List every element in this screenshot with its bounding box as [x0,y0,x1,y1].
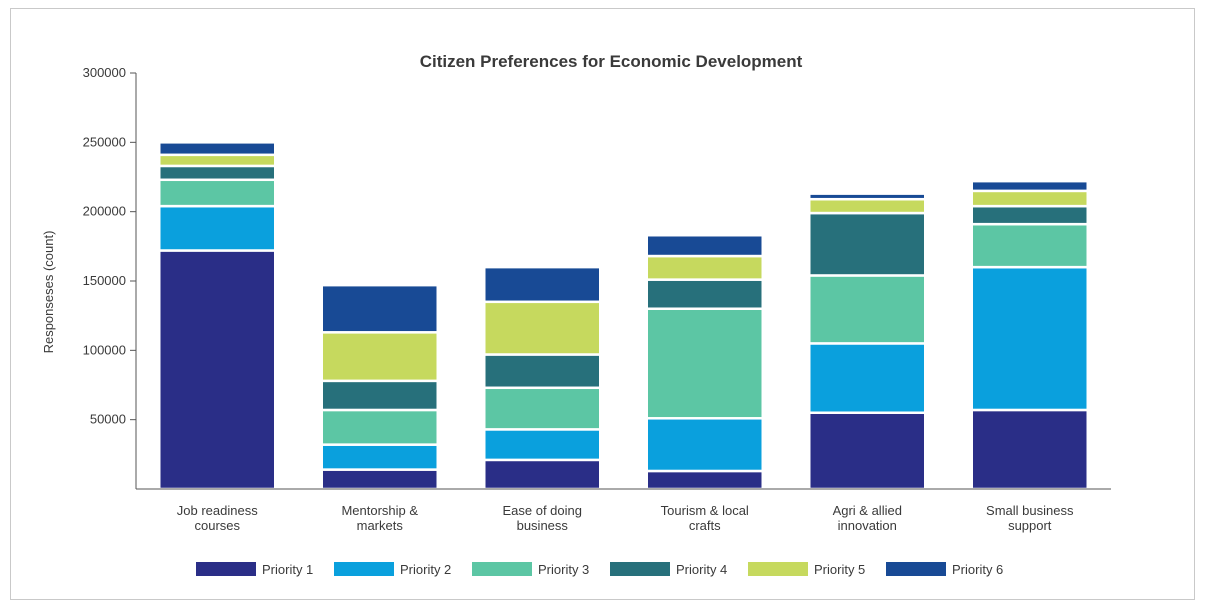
bar-segment [809,194,925,200]
chart-frame: Citizen Preferences for Economic Develop… [10,8,1195,600]
bar-segment [322,285,438,332]
bar-segment [322,381,438,410]
bar-segment [159,166,275,180]
legend-swatch [196,562,256,576]
bar-segment [484,388,600,430]
bar-segment [484,354,600,387]
bar-segment [647,256,763,280]
legend-swatch [886,562,946,576]
bar-segment [484,302,600,355]
bar-segment [484,429,600,460]
y-tick-label: 250000 [83,134,126,149]
bar-segment [647,471,763,489]
x-tick-label: crafts [689,518,721,533]
y-tick-label: 300000 [83,65,126,80]
bar-segment [809,213,925,275]
y-tick-label: 150000 [83,273,126,288]
bar-segment [972,206,1088,224]
bar-segment [972,267,1088,410]
bar-segment [809,275,925,343]
bar-segment [159,155,275,166]
legend-swatch [748,562,808,576]
legend-swatch [334,562,394,576]
bar-segment [322,332,438,381]
legend-label: Priority 3 [538,562,589,577]
legend-label: Priority 1 [262,562,313,577]
bar-segment [647,418,763,471]
bars-group [159,142,1088,489]
y-tick-label: 200000 [83,204,126,219]
x-tick-label: courses [194,518,240,533]
legend-label: Priority 2 [400,562,451,577]
legend: Priority 1 Priority 2 Priority 3 Priority 4… [196,562,1003,577]
bar-segment [972,410,1088,489]
bar-segment [809,199,925,213]
bar-segment [322,445,438,470]
x-tick-label: markets [357,518,404,533]
bar-segment [972,181,1088,191]
y-axis-ticks: 50000 100000 150000 200000 250000 300000 [83,65,136,427]
bar-segment [484,460,600,489]
x-tick-label: Tourism & local [661,503,749,518]
x-tick-label: Ease of doing [502,503,582,518]
bar-segment [809,343,925,412]
y-axis-label: Responseses (count) [41,231,56,354]
x-tick-label: Mentorship & [341,503,418,518]
bar-segment [809,413,925,489]
y-tick-label: 100000 [83,342,126,357]
x-tick-label: Job readiness [177,503,258,518]
legend-swatch [610,562,670,576]
bar-segment [159,250,275,489]
legend-label: Priority 4 [676,562,727,577]
bar-segment [647,280,763,309]
x-tick-label: business [517,518,569,533]
bar-segment [647,235,763,256]
bar-segment [322,470,438,489]
bar-segment [484,267,600,302]
x-tick-label: Small business [986,503,1074,518]
stacked-bar-chart: Citizen Preferences for Economic Develop… [11,9,1196,601]
bar-segment [972,191,1088,206]
legend-label: Priority 6 [952,562,1003,577]
x-tick-label: support [1008,518,1052,533]
y-tick-label: 50000 [90,412,126,427]
x-tick-label: innovation [838,518,897,533]
legend-swatch [472,562,532,576]
legend-label: Priority 5 [814,562,865,577]
chart-title: Citizen Preferences for Economic Develop… [420,52,803,71]
bar-segment [972,224,1088,267]
bar-segment [159,180,275,206]
bar-segment [322,410,438,445]
bar-segment [159,206,275,250]
x-tick-label: Agri & allied [833,503,902,518]
bar-segment [159,142,275,154]
bar-segment [647,309,763,419]
